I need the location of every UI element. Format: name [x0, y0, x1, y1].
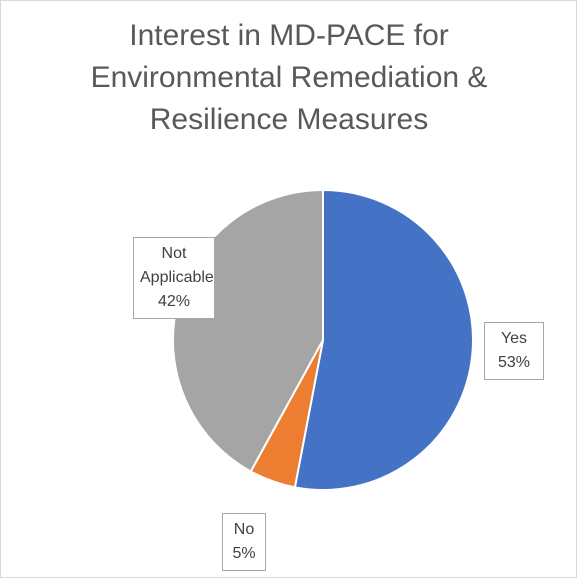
- label-category: No: [233, 521, 255, 538]
- pie-slice: [293, 188, 474, 491]
- label-category: Not Applicable: [140, 245, 214, 286]
- data-label: No 5%: [222, 513, 266, 571]
- data-label: Yes 53%: [484, 322, 544, 380]
- chart-title: Interest in MD-PACE for Environmental Re…: [90, 19, 488, 136]
- label-value: 5%: [232, 545, 256, 562]
- label-category: Yes: [500, 330, 528, 347]
- label-value: 42%: [157, 293, 191, 310]
- label-value: 53%: [497, 354, 531, 371]
- data-label: Not Applicable 42%: [133, 237, 215, 319]
